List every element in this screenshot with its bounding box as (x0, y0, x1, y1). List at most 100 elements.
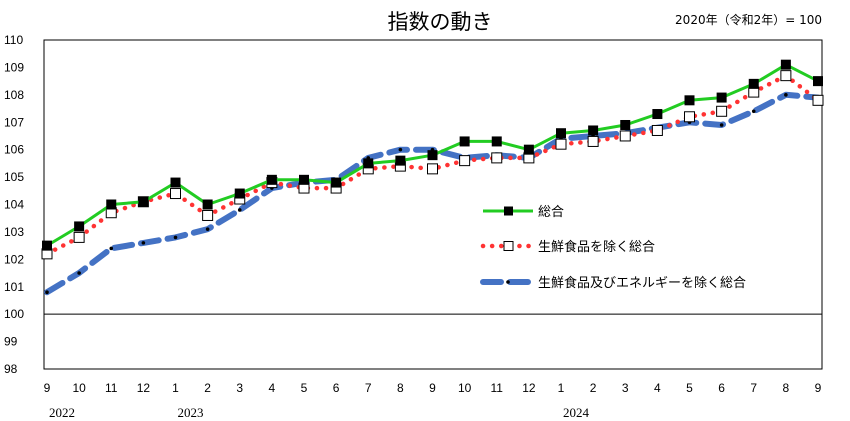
x-tick-label: 1 (172, 381, 179, 395)
data-point (74, 221, 85, 232)
x-tick-label: 10 (458, 381, 472, 395)
legend-item: 生鮮食品及びエネルギーを除く総合 (480, 275, 746, 291)
x-tick-label: 11 (105, 381, 118, 395)
legend-label: 生鮮食品及びエネルギーを除く総合 (538, 275, 746, 291)
data-point (299, 174, 309, 185)
y-tick-label: 105 (4, 170, 24, 184)
data-point (523, 144, 534, 155)
data-point (651, 124, 663, 136)
x-tick-label: 12 (522, 381, 536, 395)
x-tick-label: 7 (750, 381, 757, 395)
x-tick-label: 5 (686, 381, 693, 395)
data-point (652, 109, 663, 120)
y-tick-label: 98 (4, 362, 18, 376)
data-point (491, 152, 503, 164)
legend-item: 生鮮食品を除く総合 (480, 239, 655, 255)
year-labels: 2022 2023 2024 (49, 405, 590, 420)
data-point (234, 188, 245, 199)
data-point (619, 130, 631, 142)
data-point (427, 150, 438, 161)
y-tick-label: 106 (4, 143, 24, 157)
x-tick-label: 5 (301, 381, 308, 395)
x-axis-tick-labels: 9 10 11 12 1 2 3 4 5 6 7 8 9 10 11 12 1 2 3 4 5 6 7 8 9 (44, 381, 822, 395)
data-point (684, 95, 695, 106)
data-point (491, 136, 502, 147)
x-tick-label: 1 (558, 381, 565, 395)
y-axis-tick-labels: 98 99 100 101 102 103 104 105 106 107 108 109 110 (4, 33, 24, 376)
series-group (41, 59, 824, 296)
data-point (813, 76, 823, 87)
x-tick-label: 9 (429, 381, 436, 395)
x-tick-label: 9 (815, 381, 822, 395)
data-point (780, 70, 792, 82)
y-tick-label: 100 (4, 307, 24, 321)
data-point (556, 128, 566, 139)
chart-title: 指数の動き (388, 10, 493, 34)
data-point (716, 105, 728, 117)
legend-item: 総合 (483, 205, 564, 220)
data-point (331, 177, 342, 188)
x-tick-label: 9 (44, 381, 51, 395)
data-point (106, 199, 117, 210)
y-tick-label: 107 (4, 115, 24, 129)
data-point (77, 271, 81, 275)
data-point (173, 235, 178, 240)
year-label: 2022 (49, 405, 75, 420)
data-point (588, 125, 599, 136)
legend-marker (503, 241, 514, 251)
x-tick-label: 2 (590, 381, 597, 395)
data-point (266, 174, 277, 185)
x-tick-label: 4 (269, 381, 276, 395)
data-point (109, 246, 114, 251)
x-tick-label: 12 (137, 381, 151, 395)
data-point (459, 136, 470, 147)
data-point (170, 177, 181, 188)
x-tick-label: 10 (72, 381, 86, 395)
y-tick-label: 109 (4, 60, 24, 74)
x-tick-label: 8 (397, 381, 404, 395)
data-point (751, 109, 756, 114)
data-point (237, 208, 242, 212)
y-tick-label: 99 (4, 335, 18, 349)
data-point (784, 93, 788, 97)
data-point (587, 135, 599, 147)
y-tick-label: 110 (4, 33, 23, 47)
data-point (73, 231, 85, 243)
x-tick-label: 6 (333, 381, 340, 395)
data-point (170, 188, 181, 200)
series-line (44, 91, 821, 296)
plot-area (43, 39, 823, 370)
y-tick-label: 101 (4, 280, 24, 294)
data-point (459, 155, 471, 167)
data-point (395, 155, 406, 166)
x-tick-label: 7 (365, 381, 372, 395)
data-point (45, 290, 49, 295)
data-point (42, 240, 52, 251)
y-tick-label: 104 (4, 198, 24, 212)
data-point (141, 241, 146, 245)
legend-marker (504, 206, 513, 216)
data-point (555, 138, 567, 150)
data-point (748, 78, 759, 89)
data-point (812, 94, 824, 106)
data-point (620, 119, 631, 130)
y-tick-label: 102 (4, 252, 24, 266)
y-tick-label: 108 (4, 88, 24, 102)
data-point (716, 92, 727, 103)
series-3 (44, 91, 821, 296)
data-point (202, 209, 214, 221)
year-label: 2024 (563, 405, 590, 420)
x-tick-label: 2 (204, 381, 211, 395)
y-tick-label: 103 (4, 225, 24, 239)
data-point (719, 123, 724, 127)
data-point (398, 147, 403, 152)
x-tick-label: 11 (491, 381, 504, 395)
data-point (780, 59, 791, 70)
series-1 (42, 59, 823, 251)
x-tick-label: 4 (654, 381, 661, 395)
x-tick-label: 3 (236, 381, 243, 395)
data-point (363, 158, 374, 169)
base-year-note: 2020年（令和2年）= 100 (675, 12, 822, 27)
